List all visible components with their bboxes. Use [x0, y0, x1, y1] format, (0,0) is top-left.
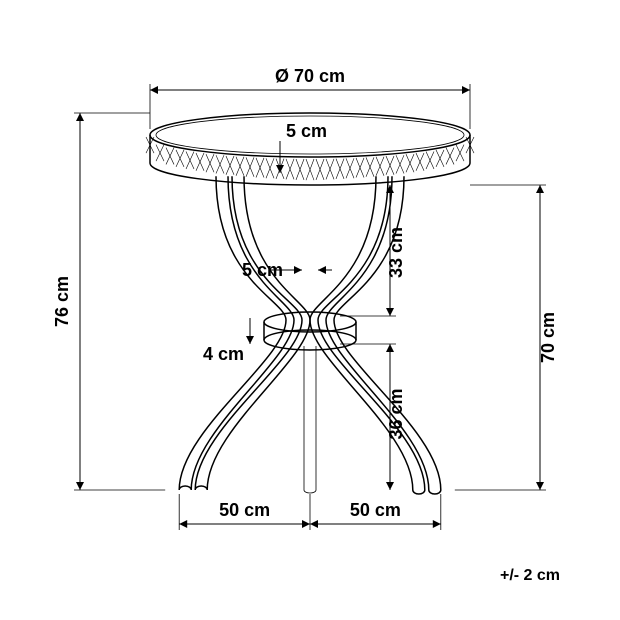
dim-under-height: 70 cm	[538, 312, 558, 363]
dim-total-height: 76 cm	[52, 276, 72, 327]
dim-foot-right: 50 cm	[350, 500, 401, 520]
dim-top-thickness: 5 cm	[286, 121, 327, 141]
dimension-diagram: Ø 70 cm 76 cm 70 cm 5 cm 5 cm 33 cm 4 cm 36 cm 5…	[0, 0, 620, 620]
dim-foot-left: 50 cm	[219, 500, 270, 520]
dim-diameter: Ø 70 cm	[275, 66, 345, 86]
dim-shelf-to-floor: 36 cm	[386, 388, 406, 439]
dim-shelf-thickness: 4 cm	[203, 344, 244, 364]
dim-leg-thickness: 5 cm	[242, 260, 283, 280]
dim-shelf-to-top: 33 cm	[386, 227, 406, 278]
tolerance-note: +/- 2 cm	[500, 567, 560, 584]
